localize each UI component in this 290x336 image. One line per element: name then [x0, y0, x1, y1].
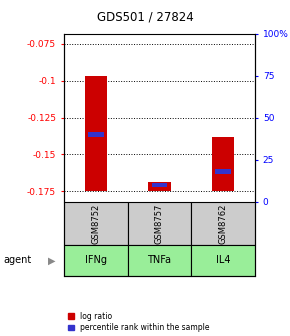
- Text: agent: agent: [3, 255, 31, 265]
- Text: IFNg: IFNg: [85, 255, 107, 265]
- Bar: [212, 137, 234, 191]
- Bar: [128, 202, 191, 245]
- Bar: [148, 182, 171, 191]
- Bar: [85, 76, 107, 191]
- Bar: [64, 245, 128, 276]
- Legend: log ratio, percentile rank within the sample: log ratio, percentile rank within the sa…: [68, 312, 209, 332]
- Text: GSM8762: GSM8762: [219, 203, 228, 244]
- Text: GSM8757: GSM8757: [155, 203, 164, 244]
- Text: ▶: ▶: [48, 255, 55, 265]
- Bar: [88, 132, 104, 137]
- Text: IL4: IL4: [216, 255, 231, 265]
- Text: TNFa: TNFa: [148, 255, 171, 265]
- Text: GDS501 / 27824: GDS501 / 27824: [97, 10, 193, 24]
- Bar: [191, 202, 255, 245]
- Bar: [191, 245, 255, 276]
- Bar: [128, 245, 191, 276]
- Bar: [215, 169, 231, 174]
- Bar: [64, 202, 128, 245]
- Text: GSM8752: GSM8752: [91, 203, 100, 244]
- Bar: [151, 182, 167, 187]
